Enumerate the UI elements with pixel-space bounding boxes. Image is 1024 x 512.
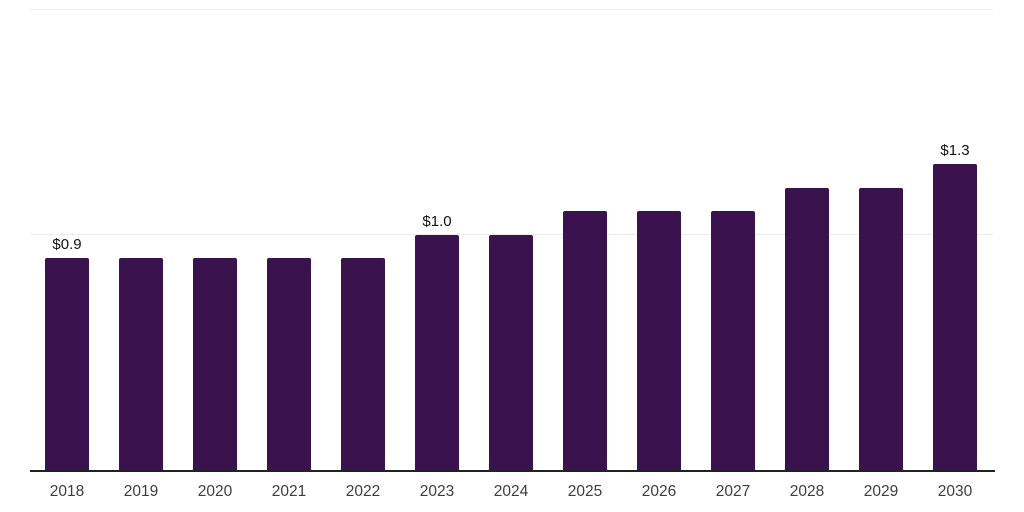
data-label-2018: $0.9 <box>52 236 82 253</box>
x-tick-2023: 2023 <box>419 483 455 500</box>
bar-2019 <box>119 258 163 470</box>
bar-2024 <box>489 235 533 470</box>
x-tick-2018: 2018 <box>49 483 85 500</box>
x-tick-2030: 2030 <box>937 483 973 500</box>
bars-container: $0.9 $1.0 $1.3 <box>45 9 977 470</box>
data-label-2023: $1.0 <box>422 213 452 230</box>
bar-2027 <box>711 211 755 470</box>
x-tick-2019: 2019 <box>123 483 159 500</box>
x-tick-2028: 2028 <box>789 483 825 500</box>
bar-2023: $1.0 <box>415 213 459 470</box>
gridline-1 <box>30 233 993 235</box>
x-tick-2026: 2026 <box>641 483 677 500</box>
x-axis-labels: 2018 2019 2020 2021 2022 2023 2024 2025 2026 2027… <box>45 483 977 501</box>
x-tick-2020: 2020 <box>197 483 233 500</box>
bar-2025 <box>563 211 607 470</box>
bar-2030: $1.3 <box>933 142 977 470</box>
x-tick-2022: 2022 <box>345 483 381 500</box>
data-label-2030: $1.3 <box>940 142 970 159</box>
x-tick-2024: 2024 <box>493 483 529 500</box>
plot-area: $0.9 $1.0 $1.3 <box>30 9 995 472</box>
bar-2028 <box>785 188 829 470</box>
x-axis-line <box>30 470 995 472</box>
x-tick-2027: 2027 <box>715 483 751 500</box>
bar-2018: $0.9 <box>45 236 89 470</box>
chart-top-border <box>30 9 993 10</box>
bar-2026 <box>637 211 681 470</box>
bar-2021 <box>267 258 311 470</box>
x-tick-2025: 2025 <box>567 483 603 500</box>
bar-2029 <box>859 188 903 470</box>
bar-2022 <box>341 258 385 470</box>
x-tick-2021: 2021 <box>271 483 307 500</box>
bar-2020 <box>193 258 237 470</box>
x-tick-2029: 2029 <box>863 483 899 500</box>
